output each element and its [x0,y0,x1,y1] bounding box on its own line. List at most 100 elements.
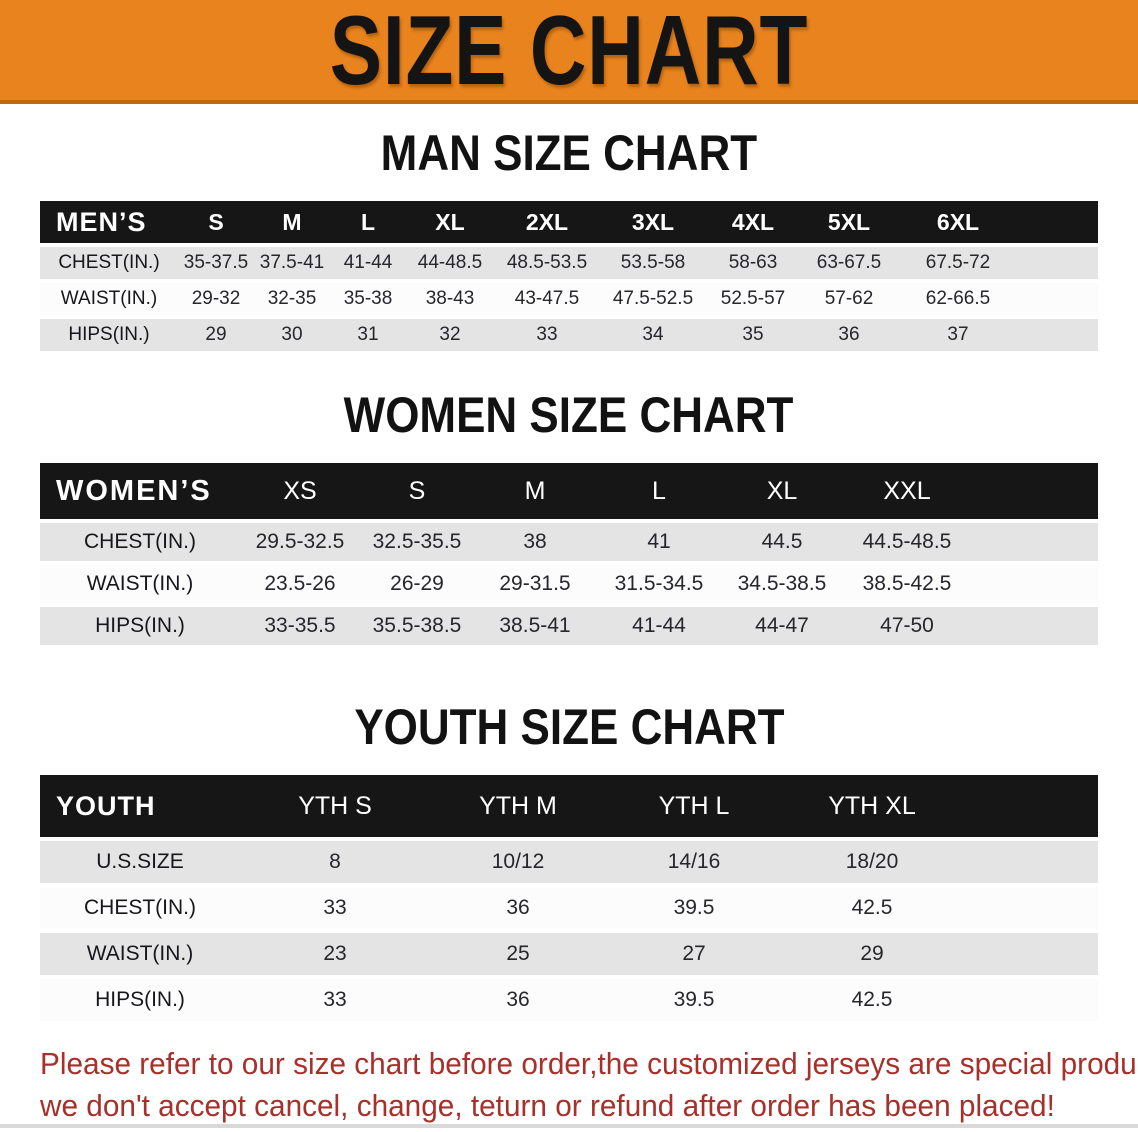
size-value: 43-47.5 [494,281,600,319]
row-label: CHEST(IN.) [40,885,240,933]
size-value: 32 [406,317,494,355]
size-value: 58-63 [706,245,800,283]
size-value: 38.5-42.5 [842,563,972,607]
size-value: 29-32 [178,281,254,319]
size-value: 35-37.5 [178,245,254,283]
youth-size-col-header: YTH S [240,775,430,841]
youth-hips-row: HIPS(IN.) 33 36 39.5 42.5 [40,977,1098,1025]
size-value: 30 [254,317,330,355]
size-value: 33 [240,977,430,1025]
women-table-label: WOMEN’S [40,463,240,523]
man-size-col-header: 3XL [600,201,706,247]
spacer-cell [962,839,1098,887]
size-value: 36 [430,977,606,1025]
youth-header-row: YOUTH YTH S YTH M YTH L YTH XL [40,775,1098,841]
size-value: 42.5 [782,977,962,1025]
size-value: 23.5-26 [240,563,360,607]
disclaimer-line-1: Please refer to our size chart before or… [40,1046,1138,1081]
size-value: 47.5-52.5 [600,281,706,319]
size-value: 38 [474,521,596,565]
size-value: 34 [600,317,706,355]
size-value: 52.5-57 [706,281,800,319]
spacer-cell [972,605,1098,649]
size-value: 31.5-34.5 [596,563,722,607]
women-hips-row: HIPS(IN.) 33-35.5 35.5-38.5 38.5-41 41-4… [40,605,1098,649]
spacer-cell [1018,201,1098,247]
row-label: HIPS(IN.) [40,317,178,355]
size-value: 23 [240,931,430,979]
row-label: HIPS(IN.) [40,605,240,649]
man-hips-row: HIPS(IN.) 29 30 31 32 33 34 35 36 37 [40,317,1098,355]
man-section-heading: MAN SIZE CHART [380,125,758,181]
youth-size-table: YOUTH YTH S YTH M YTH L YTH XL U.S.SIZE … [40,775,1098,1025]
spacer-cell [972,521,1098,565]
spacer-cell [962,931,1098,979]
size-value: 35 [706,317,800,355]
row-label: HIPS(IN.) [40,977,240,1025]
women-size-col-header: XL [722,463,842,523]
bottom-divider [0,1124,1138,1128]
size-value: 44-47 [722,605,842,649]
size-value: 34.5-38.5 [722,563,842,607]
size-value: 33 [240,885,430,933]
disclaimer-line-2: we don't accept cancel, change, teturn o… [40,1088,1055,1123]
size-value: 39.5 [606,977,782,1025]
size-value: 38-43 [406,281,494,319]
size-value: 14/16 [606,839,782,887]
size-value: 39.5 [606,885,782,933]
man-size-col-header: S [178,201,254,247]
spacer-cell [962,885,1098,933]
spacer-cell [972,463,1098,523]
youth-waist-row: WAIST(IN.) 23 25 27 29 [40,931,1098,979]
size-value: 29 [178,317,254,355]
women-size-col-header: L [596,463,722,523]
spacer-cell [962,775,1098,841]
size-value: 29-31.5 [474,563,596,607]
spacer-cell [972,563,1098,607]
size-value: 42.5 [782,885,962,933]
size-value: 31 [330,317,406,355]
youth-ussize-row: U.S.SIZE 8 10/12 14/16 18/20 [40,839,1098,887]
size-value: 29 [782,931,962,979]
disclaimer: Please refer to our size chart before or… [40,1043,1138,1127]
size-value: 10/12 [430,839,606,887]
row-label: WAIST(IN.) [40,931,240,979]
size-value: 67.5-72 [898,245,1018,283]
size-value: 25 [430,931,606,979]
women-size-col-header: XXL [842,463,972,523]
size-value: 41-44 [330,245,406,283]
banner: SIZE CHART [0,0,1138,104]
women-size-col-header: S [360,463,474,523]
size-value: 48.5-53.5 [494,245,600,283]
women-waist-row: WAIST(IN.) 23.5-26 26-29 29-31.5 31.5-34… [40,563,1098,607]
youth-section-heading: YOUTH SIZE CHART [353,699,785,755]
size-value: 57-62 [800,281,898,319]
size-value: 47-50 [842,605,972,649]
size-value: 63-67.5 [800,245,898,283]
size-value: 37.5-41 [254,245,330,283]
man-size-col-header: 6XL [898,201,1018,247]
size-value: 62-66.5 [898,281,1018,319]
row-label: U.S.SIZE [40,839,240,887]
banner-title: SIZE CHART [329,0,809,104]
size-value: 36 [800,317,898,355]
size-value: 27 [606,931,782,979]
size-value: 41 [596,521,722,565]
size-value: 8 [240,839,430,887]
man-waist-row: WAIST(IN.) 29-32 32-35 35-38 38-43 43-47… [40,281,1098,319]
spacer-cell [962,977,1098,1025]
size-value: 44.5 [722,521,842,565]
size-value: 38.5-41 [474,605,596,649]
size-value: 29.5-32.5 [240,521,360,565]
size-value: 18/20 [782,839,962,887]
row-label: WAIST(IN.) [40,281,178,319]
size-value: 33 [494,317,600,355]
man-size-table: MEN’S S M L XL 2XL 3XL 4XL 5XL 6XL CHEST… [40,201,1098,355]
youth-size-col-header: YTH XL [782,775,962,841]
spacer-cell [1018,317,1098,355]
row-label: CHEST(IN.) [40,245,178,283]
size-value: 41-44 [596,605,722,649]
row-label: CHEST(IN.) [40,521,240,565]
women-size-col-header: M [474,463,596,523]
